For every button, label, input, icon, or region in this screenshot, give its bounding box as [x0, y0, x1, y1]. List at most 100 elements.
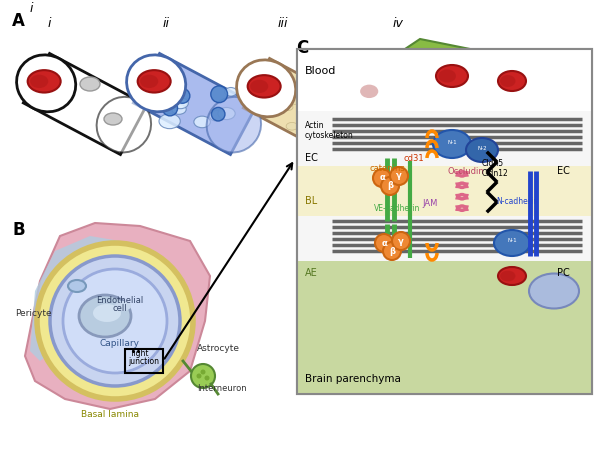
Polygon shape [243, 58, 367, 160]
Ellipse shape [161, 101, 170, 107]
Ellipse shape [225, 88, 237, 96]
Ellipse shape [466, 138, 498, 162]
Ellipse shape [321, 95, 338, 106]
Ellipse shape [500, 75, 515, 87]
Ellipse shape [237, 60, 296, 117]
Ellipse shape [157, 92, 171, 102]
Circle shape [373, 169, 391, 187]
Text: Astrocyte: Astrocyte [197, 344, 240, 353]
Text: Blood: Blood [305, 66, 336, 76]
Ellipse shape [30, 75, 48, 88]
Ellipse shape [358, 80, 390, 102]
Circle shape [163, 101, 178, 116]
Text: N-1: N-1 [447, 140, 457, 145]
Ellipse shape [138, 70, 170, 93]
Ellipse shape [500, 271, 515, 281]
Ellipse shape [250, 79, 269, 93]
Circle shape [37, 243, 193, 399]
Text: Actin
cytoskeleton: Actin cytoskeleton [305, 121, 354, 140]
Ellipse shape [433, 130, 471, 158]
Bar [297, 49, 592, 394]
Text: B: B [12, 221, 25, 239]
Ellipse shape [174, 96, 184, 103]
Circle shape [197, 374, 202, 379]
Ellipse shape [79, 295, 131, 337]
Ellipse shape [28, 70, 60, 93]
Ellipse shape [360, 84, 379, 98]
Polygon shape [25, 223, 210, 409]
Text: Cldn5
Cldn12: Cldn5 Cldn12 [482, 159, 509, 178]
Text: Tight: Tight [130, 349, 150, 358]
Text: AE: AE [305, 268, 318, 278]
Text: PC: PC [557, 268, 570, 278]
Text: BL: BL [305, 196, 318, 206]
Ellipse shape [173, 98, 188, 109]
Circle shape [392, 232, 410, 250]
Ellipse shape [498, 267, 526, 285]
Ellipse shape [316, 102, 371, 157]
Ellipse shape [172, 104, 186, 114]
Bar [125, 349, 163, 373]
Bar [297, 111, 592, 166]
Ellipse shape [207, 97, 261, 152]
Text: JAM: JAM [422, 199, 437, 208]
Circle shape [200, 369, 206, 375]
Ellipse shape [130, 79, 144, 89]
Text: γ: γ [398, 236, 404, 246]
Ellipse shape [115, 301, 131, 311]
Ellipse shape [320, 122, 332, 130]
Text: iii: iii [278, 17, 288, 30]
Text: α: α [381, 239, 387, 247]
Ellipse shape [209, 111, 225, 121]
Ellipse shape [194, 116, 210, 128]
Circle shape [212, 107, 225, 121]
Ellipse shape [17, 55, 76, 112]
Text: Basal lamina: Basal lamina [81, 410, 139, 419]
Ellipse shape [161, 79, 180, 92]
Circle shape [375, 234, 393, 252]
Text: N-1: N-1 [507, 239, 517, 244]
Ellipse shape [426, 107, 481, 162]
Text: EC: EC [557, 166, 570, 176]
Ellipse shape [68, 280, 86, 292]
Ellipse shape [318, 119, 338, 132]
Ellipse shape [322, 118, 330, 123]
Text: i: i [30, 2, 33, 15]
Ellipse shape [529, 274, 579, 308]
Bar [297, 166, 592, 216]
Ellipse shape [286, 123, 298, 130]
Polygon shape [133, 53, 257, 155]
Circle shape [175, 89, 190, 103]
Ellipse shape [159, 114, 180, 129]
Circle shape [50, 256, 180, 386]
Bar [297, 49, 592, 394]
Text: VE-cadherin: VE-cadherin [374, 204, 420, 213]
Text: i: i [48, 17, 51, 30]
Text: α: α [379, 174, 385, 183]
Ellipse shape [97, 97, 151, 152]
Circle shape [191, 364, 215, 388]
Ellipse shape [80, 77, 100, 91]
Ellipse shape [248, 75, 280, 98]
Ellipse shape [314, 94, 329, 103]
Ellipse shape [283, 95, 300, 105]
Circle shape [390, 167, 408, 185]
Polygon shape [385, 39, 500, 139]
Ellipse shape [104, 113, 122, 125]
Bar [297, 216, 592, 261]
Ellipse shape [330, 107, 340, 113]
Text: C: C [296, 39, 308, 57]
Ellipse shape [438, 69, 456, 83]
Text: N-2: N-2 [477, 146, 487, 151]
Polygon shape [30, 236, 135, 361]
Text: Capillary: Capillary [100, 339, 140, 348]
Text: junction: junction [128, 357, 159, 366]
Ellipse shape [283, 104, 293, 111]
Circle shape [63, 269, 167, 373]
Text: N-cadherin: N-cadherin [496, 197, 538, 206]
Ellipse shape [173, 98, 187, 108]
Ellipse shape [436, 65, 468, 87]
Ellipse shape [268, 90, 283, 100]
Text: Occludin: Occludin [447, 167, 484, 176]
Text: β: β [389, 246, 395, 256]
